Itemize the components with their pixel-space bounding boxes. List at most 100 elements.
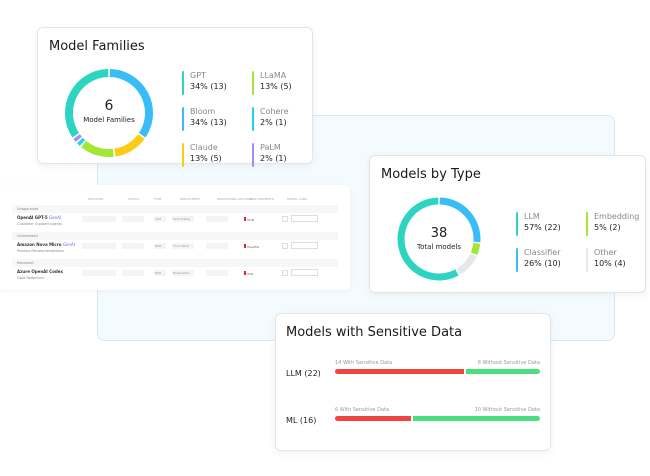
location-cell	[206, 243, 228, 249]
data-element: HealthD	[246, 245, 260, 249]
sensitive-bar	[335, 416, 540, 421]
deployment-cell: Third Party	[172, 243, 194, 249]
legend-item: LLaMA 13% (5)	[252, 71, 322, 95]
legend-value: 13% (5)	[190, 154, 222, 163]
donut-segment-embedding	[470, 242, 481, 256]
legend-value: 57% (22)	[524, 223, 561, 232]
legend-name: Cohere	[260, 107, 289, 116]
without-sensitive-label: 8 Without Sensitive Data	[477, 360, 540, 366]
legend-swatch	[252, 143, 254, 167]
legend-item: Classifier 26% (10)	[516, 248, 586, 272]
donut-segment-bloom	[109, 69, 153, 138]
model-card-input[interactable]	[291, 215, 318, 222]
legend-name: Bloom	[190, 107, 216, 116]
legend-value: 10% (4)	[594, 259, 626, 268]
column-header[interactable]: STATUS	[128, 197, 140, 201]
data-element: SCIB	[246, 218, 254, 222]
provider-cell	[82, 216, 116, 222]
legend-item: Claude 13% (5)	[182, 143, 252, 167]
location-cell	[206, 270, 228, 276]
provider-cell	[82, 243, 116, 249]
with-sensitive-segment	[335, 416, 411, 421]
type-cell: NSR	[154, 243, 166, 249]
with-sensitive-label: 6 With Sensitive Data	[335, 407, 390, 413]
donut-segment-llama	[81, 140, 114, 157]
legend-name: Embedding	[594, 212, 640, 221]
models-by-type-card: Models by Type 38 Total models LLM 57% (…	[369, 155, 646, 293]
tag-badge: GenAI	[62, 242, 75, 247]
models-by-type-donut	[397, 197, 481, 281]
without-sensitive-segment	[466, 369, 540, 374]
column-header[interactable]: MODEL CARD	[287, 197, 308, 201]
sensitive-marker	[244, 271, 246, 275]
total-label: Model Families	[83, 116, 135, 124]
total-count: 38	[430, 226, 448, 241]
model-card-checkbox[interactable]	[282, 270, 288, 276]
legend-swatch	[182, 107, 184, 131]
type-cell: LLM	[154, 216, 166, 222]
group-header: Unapproved	[12, 205, 338, 213]
legend-item: Cohere 2% (1)	[252, 107, 322, 131]
legend-swatch	[182, 143, 184, 167]
type-cell: NSR	[154, 270, 166, 276]
legend-swatch	[182, 71, 184, 95]
legend-name: PaLM	[260, 143, 281, 152]
column-header[interactable]: DATA ELEMENTS	[249, 197, 274, 201]
legend-value: 2% (1)	[260, 154, 287, 163]
column-header[interactable]: TYPE	[154, 197, 162, 201]
legend-swatch	[586, 212, 588, 236]
legend-item: PaLM 2% (1)	[252, 143, 322, 167]
legend-name: GPT	[190, 71, 206, 80]
model-card-input[interactable]	[291, 269, 318, 276]
models-table: PROVIDER STATUS TYPE DEPLOYMENT PROCESSING L…	[0, 185, 350, 290]
legend-value: 34% (13)	[190, 82, 227, 91]
donut-segment-claude	[114, 134, 145, 157]
model-use: Data Redaction	[17, 276, 44, 280]
group-status: Reproved	[17, 261, 34, 265]
model-name[interactable]: OpenAI GPT-5 GenAI	[17, 215, 61, 220]
legend-swatch	[516, 212, 518, 236]
model-name-text[interactable]: Azure OpenAI Codex	[17, 269, 63, 274]
tag-badge: GenAI	[49, 215, 62, 220]
legend-value: 26% (10)	[524, 259, 561, 268]
without-sensitive-segment	[412, 416, 540, 421]
legend-name: LLM	[524, 212, 540, 221]
legend-item: Other 10% (4)	[586, 248, 650, 272]
group-header: Unreviewed	[12, 232, 338, 240]
legend-swatch	[252, 71, 254, 95]
legend-value: 34% (13)	[190, 118, 227, 127]
donut-segment-palm	[73, 134, 82, 142]
group-header: Reproved	[12, 259, 338, 267]
models-by-type-legend: LLM 57% (22) Embedding 5% (2) Classifier…	[516, 212, 650, 272]
total-label: Total models	[416, 243, 462, 251]
legend-name: Other	[594, 248, 617, 257]
column-header[interactable]: DEPLOYMENT	[180, 197, 201, 201]
legend-item: GPT 34% (13)	[182, 71, 252, 95]
group-status: Unreviewed	[17, 234, 38, 238]
card-title: Models with Sensitive Data	[286, 325, 463, 340]
model-families-legend: GPT 34% (13) LLaMA 13% (5) Bloom 34% (13…	[182, 71, 322, 167]
model-name[interactable]: Azure OpenAI Codex	[17, 269, 63, 274]
model-card-checkbox[interactable]	[282, 216, 288, 222]
sensitive-marker	[244, 217, 246, 221]
deployment-cell: Self Hosted	[172, 216, 194, 222]
column-header[interactable]: PROVIDER	[88, 197, 104, 201]
legend-name: LLaMA	[260, 71, 287, 80]
model-name-text[interactable]: Amazon Nova Micro	[17, 242, 62, 247]
donut-segment-cohere	[77, 137, 86, 146]
model-families-donut	[65, 69, 153, 157]
total-count: 6	[104, 98, 114, 114]
model-card-input[interactable]	[291, 242, 318, 249]
model-card-checkbox[interactable]	[282, 243, 288, 249]
legend-item: Embedding 5% (2)	[586, 212, 650, 236]
provider-cell	[82, 270, 116, 276]
model-name[interactable]: Amazon Nova Micro GenAI	[17, 242, 75, 247]
data-elements-cell: SCIB	[244, 217, 254, 222]
column-header[interactable]: PROCESSING LOCATION	[217, 197, 253, 201]
donut-segment-gpt	[65, 69, 109, 138]
donut-segment-classifier	[439, 197, 481, 243]
legend-value: 13% (5)	[260, 82, 292, 91]
model-name-text[interactable]: OpenAI GPT-5	[17, 215, 48, 220]
group-status: Unapproved	[17, 207, 39, 211]
legend-value: 5% (2)	[594, 223, 621, 232]
